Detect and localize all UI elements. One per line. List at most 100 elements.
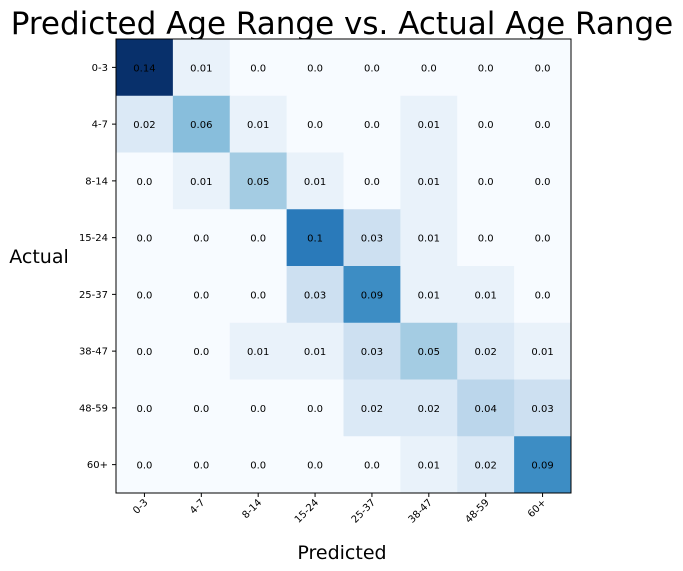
- cell-value-label: 0.02: [361, 404, 383, 415]
- heatmap-cell: [286, 39, 344, 97]
- x-tick-label: 48-59: [463, 497, 491, 525]
- heatmap-cell: [286, 436, 344, 494]
- cell-value-label: 0.0: [250, 234, 266, 245]
- cell-value-label: 0.09: [531, 461, 553, 472]
- plot-frame: [115, 38, 572, 494]
- cell-value-label: 0.01: [475, 290, 497, 301]
- cell-value-label: 0.01: [247, 347, 269, 358]
- cell-value-label: 0.0: [535, 234, 551, 245]
- cell-value-label: 0.14: [133, 63, 155, 74]
- cell-value-label: 0.05: [247, 177, 269, 188]
- heatmap-cell: [229, 322, 288, 380]
- heatmap-cell: [400, 266, 458, 324]
- heatmap-cell: [457, 436, 515, 494]
- cell-value-label: 0.0: [307, 404, 323, 415]
- cell-value-label: 0.0: [421, 63, 437, 74]
- heatmap-cell: [514, 95, 572, 153]
- x-axis-label: Predicted: [297, 542, 386, 564]
- y-tick-label: 0-3: [92, 63, 108, 74]
- cell-value-label: 0.0: [136, 234, 152, 245]
- cell-value-label: 0.06: [190, 120, 212, 131]
- cell-value-label: 0.0: [193, 404, 209, 415]
- heatmap-cell: [116, 152, 174, 210]
- heatmap-cell: [286, 209, 344, 267]
- cell-value-label: 0.0: [478, 120, 494, 131]
- cell-value-label: 0.0: [364, 177, 380, 188]
- heatmap-cell: [286, 322, 344, 380]
- cell-value-label: 0.01: [247, 120, 269, 131]
- y-tick-label: 38-47: [79, 347, 108, 358]
- heatmap-cell: [400, 152, 458, 210]
- heatmap-cell: [172, 379, 231, 437]
- y-tick-label: 60+: [87, 460, 108, 471]
- heatmap-cell: [172, 95, 231, 153]
- cell-value-label: 0.0: [136, 347, 152, 358]
- heatmap-cell: [457, 39, 515, 97]
- cell-value-label: 0.0: [364, 461, 380, 472]
- heatmap-cell: [229, 436, 288, 494]
- heatmap-cell: [400, 322, 458, 380]
- cell-value-label: 0.01: [190, 177, 212, 188]
- cell-value-label: 0.04: [475, 404, 497, 415]
- heatmap-cell: [116, 209, 174, 267]
- cell-value-label: 0.01: [304, 177, 326, 188]
- heatmap-cell: [400, 379, 458, 437]
- heatmap-cell: [172, 322, 231, 380]
- heatmap-cell: [286, 152, 344, 210]
- heatmap-cell: [514, 209, 572, 267]
- heatmap-cell: [400, 95, 458, 153]
- cell-value-label: 0.01: [418, 234, 440, 245]
- cell-value-label: 0.0: [307, 63, 323, 74]
- cell-value-label: 0.01: [418, 120, 440, 131]
- cell-value-label: 0.0: [478, 177, 494, 188]
- heatmap-cell-labels: 0.14 0.01 0.0 0.0 0.0 0.0 0.0 0.0 0.02 0.06 0.01 0.…: [133, 63, 553, 471]
- heatmap-cell: [229, 95, 288, 153]
- cell-value-label: 0.09: [361, 290, 383, 301]
- cell-value-label: 0.0: [250, 404, 266, 415]
- heatmap-cell: [229, 152, 288, 210]
- cell-value-label: 0.0: [364, 63, 380, 74]
- cell-value-label: 0.03: [531, 404, 553, 415]
- cell-value-label: 0.01: [418, 177, 440, 188]
- cell-value-label: 0.01: [304, 347, 326, 358]
- cell-value-label: 0.0: [193, 347, 209, 358]
- heatmap-cell: [400, 436, 458, 494]
- heatmap-cell: [343, 322, 401, 380]
- heatmap-cell: [172, 436, 231, 494]
- x-tick-label: 60+: [526, 497, 549, 520]
- x-tick-label: 0-3: [131, 497, 150, 516]
- heatmap-cell: [286, 95, 344, 153]
- y-tick-label: 48-59: [79, 403, 108, 414]
- heatmap-cell: [343, 209, 401, 267]
- cell-value-label: 0.0: [136, 290, 152, 301]
- cell-value-label: 0.0: [250, 290, 266, 301]
- heatmap-cell: [116, 39, 174, 97]
- y-tick-label: 15-24: [79, 233, 108, 244]
- heatmap-cell: [343, 39, 401, 97]
- heatmap-cell: [343, 95, 401, 153]
- y-tick-label: 4-7: [92, 120, 108, 131]
- cell-value-label: 0.0: [307, 120, 323, 131]
- heatmap-cell: [343, 152, 401, 210]
- cell-value-label: 0.01: [531, 347, 553, 358]
- heatmap-cell: [229, 379, 288, 437]
- cell-value-label: 0.02: [475, 347, 497, 358]
- cell-value-label: 0.02: [418, 404, 440, 415]
- heatmap-cell: [172, 39, 231, 97]
- y-tick-label: 25-37: [79, 290, 108, 301]
- heatmap-cell: [286, 379, 344, 437]
- cell-value-label: 0.0: [535, 63, 551, 74]
- heatmap-cell: [514, 39, 572, 97]
- heatmap-cell: [514, 152, 572, 210]
- cell-value-label: 0.03: [304, 290, 326, 301]
- x-tick-label: 38-47: [407, 497, 435, 525]
- cell-value-label: 0.03: [361, 347, 383, 358]
- heatmap-cell: [229, 266, 288, 324]
- cell-value-label: 0.0: [478, 234, 494, 245]
- heatmap-cell: [172, 152, 231, 210]
- heatmap-cell: [457, 322, 515, 380]
- cell-value-label: 0.0: [136, 177, 152, 188]
- heatmap-cell: [172, 209, 231, 267]
- cell-value-label: 0.0: [136, 461, 152, 472]
- heatmap-cell: [457, 379, 515, 437]
